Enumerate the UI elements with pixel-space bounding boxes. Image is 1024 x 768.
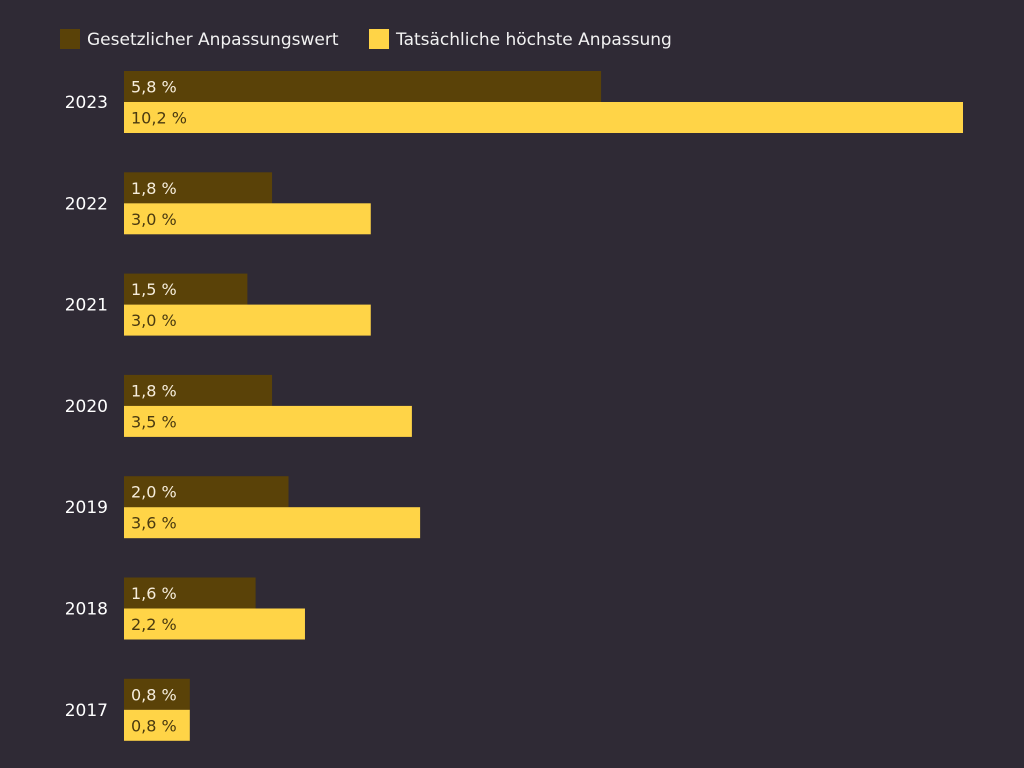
data-label-legal-2023: 5,8 % — [131, 78, 177, 97]
bar-actual-2022 — [124, 203, 371, 235]
bar-actual-2018 — [124, 608, 305, 640]
data-label-legal-2018: 1,6 % — [131, 584, 177, 603]
data-label-actual-2021: 3,0 % — [131, 311, 177, 330]
legend-label-actual: Tatsächliche höchste Anpassung — [395, 30, 672, 50]
category-label-2019: 2019 — [65, 498, 108, 518]
bar-legal-2022 — [124, 172, 273, 204]
data-labels: 5,8 % 10,2 % 1,8 % 3,0 % 1,5 % 3,0 % 1,8 % 3,5 … — [131, 78, 187, 736]
data-label-actual-2019: 3,6 % — [131, 514, 177, 533]
bar-legal-2021 — [124, 273, 248, 305]
data-label-actual-2023: 10,2 % — [131, 109, 187, 128]
bar-actual-2021 — [124, 304, 371, 336]
bar-actual-2020 — [124, 405, 412, 437]
legend-swatch-actual — [369, 29, 389, 49]
data-label-legal-2020: 1,8 % — [131, 381, 177, 400]
category-label-2017: 2017 — [65, 701, 108, 721]
data-label-actual-2017: 0,8 % — [131, 716, 177, 735]
data-label-legal-2021: 1,5 % — [131, 280, 177, 299]
bar-legal-2023 — [124, 71, 602, 102]
bar-actual-2017 — [124, 709, 190, 741]
bar-legal-2019 — [124, 476, 289, 508]
bar-actual-2019 — [124, 507, 421, 539]
category-label-2018: 2018 — [65, 600, 108, 620]
data-label-legal-2022: 1,8 % — [131, 179, 177, 198]
category-label-2021: 2021 — [65, 296, 108, 316]
data-label-actual-2022: 3,0 % — [131, 210, 177, 229]
bars — [124, 71, 963, 741]
legend-swatch-legal — [60, 29, 80, 49]
bar-actual-2023 — [124, 102, 963, 133]
data-label-legal-2019: 2,0 % — [131, 483, 177, 502]
legend-label-legal: Gesetzlicher Anpassungswert — [87, 30, 339, 50]
category-label-2023: 2023 — [65, 93, 108, 113]
bar-legal-2018 — [124, 577, 256, 609]
data-label-actual-2018: 2,2 % — [131, 615, 177, 634]
category-axis: 2023 2022 2021 2020 2019 2018 2017 — [65, 93, 108, 721]
data-label-legal-2017: 0,8 % — [131, 685, 177, 704]
category-label-2020: 2020 — [65, 397, 108, 417]
bar-legal-2017 — [124, 678, 190, 710]
category-label-2022: 2022 — [65, 194, 108, 214]
bar-legal-2020 — [124, 374, 273, 406]
data-label-actual-2020: 3,5 % — [131, 412, 177, 431]
legend: Gesetzlicher Anpassungswert Tatsächliche… — [60, 29, 672, 50]
